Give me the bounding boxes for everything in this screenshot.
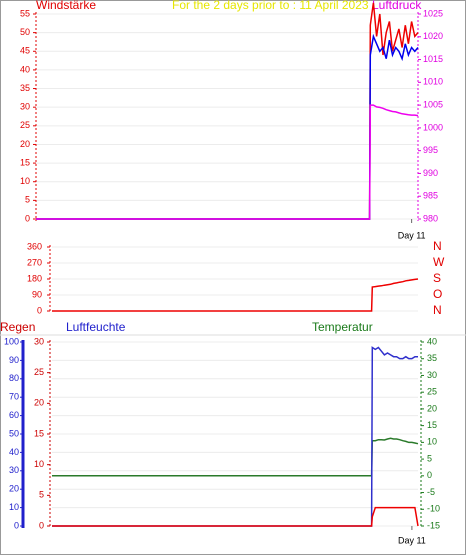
y-tick-label: 10 xyxy=(20,176,30,186)
y-tick-label: 1020 xyxy=(423,31,443,41)
y-tick-label: N xyxy=(433,303,442,317)
x-tick-label: Day 11 xyxy=(398,535,426,545)
y-tick-label: 0 xyxy=(37,305,42,315)
y-tick-label: 990 xyxy=(423,168,438,178)
y-tick-label: 25 xyxy=(427,387,437,397)
y-tick-label: 15 xyxy=(20,157,30,167)
y-tick-label: 40 xyxy=(9,447,19,457)
y-tick-label: N xyxy=(433,239,442,253)
y-tick-label: W xyxy=(433,255,445,269)
y-tick-label: 30 xyxy=(34,336,44,346)
y-tick-label: 0 xyxy=(25,213,30,223)
axis-title: Luftdruck xyxy=(372,0,422,12)
y-tick-label: 40 xyxy=(20,64,30,74)
y-tick-label: 60 xyxy=(9,410,19,420)
series-line xyxy=(36,33,419,220)
y-tick-label: 5 xyxy=(25,195,30,205)
y-tick-label: 30 xyxy=(9,465,19,475)
y-tick-label: 980 xyxy=(423,213,438,223)
y-tick-label: 35 xyxy=(20,83,30,93)
series-line xyxy=(52,437,419,477)
y-tick-label: 70 xyxy=(9,392,19,402)
y-tick-label: 15 xyxy=(427,420,437,430)
y-tick-label: 90 xyxy=(32,289,42,299)
axis-title: Luftfeuchte xyxy=(66,320,126,334)
series-line xyxy=(52,278,419,312)
series-line xyxy=(52,346,418,527)
x-tick-label: Day 11 xyxy=(398,230,426,240)
y-tick-label: 360 xyxy=(27,241,42,251)
y-tick-label: 40 xyxy=(427,336,437,346)
y-tick-label: 50 xyxy=(9,428,19,438)
y-tick-label: -5 xyxy=(427,487,435,497)
y-tick-label: 100 xyxy=(4,336,19,346)
y-tick-label: 20 xyxy=(20,139,30,149)
y-tick-label: 20 xyxy=(9,484,19,494)
y-tick-label: 45 xyxy=(20,46,30,56)
y-tick-label: 0 xyxy=(14,520,19,530)
y-tick-label: 50 xyxy=(20,27,30,37)
y-tick-label: 90 xyxy=(9,355,19,365)
y-tick-label: 0 xyxy=(39,520,44,530)
y-tick-label: 35 xyxy=(427,353,437,363)
series-line xyxy=(36,104,419,220)
y-tick-label: 25 xyxy=(20,120,30,130)
y-tick-label: 5 xyxy=(427,453,432,463)
y-tick-label: -10 xyxy=(427,504,440,514)
y-tick-label: 180 xyxy=(27,273,42,283)
y-tick-label: 270 xyxy=(27,257,42,267)
y-tick-label: S xyxy=(433,271,441,285)
y-tick-label: O xyxy=(433,287,442,301)
y-tick-label: 1010 xyxy=(423,77,443,87)
y-tick-label: 10 xyxy=(427,437,437,447)
y-tick-label: 20 xyxy=(427,403,437,413)
y-tick-label: 30 xyxy=(427,370,437,380)
y-tick-label: 1000 xyxy=(423,122,443,132)
y-tick-label: 1015 xyxy=(423,54,443,64)
y-tick-label: 30 xyxy=(20,102,30,112)
series-line xyxy=(52,506,419,527)
y-tick-label: -15 xyxy=(427,520,440,530)
series-line xyxy=(36,2,419,220)
y-tick-label: 10 xyxy=(9,502,19,512)
axis-title: Regen xyxy=(0,320,35,334)
axis-title: Temperatur xyxy=(312,320,373,334)
y-tick-label: 1005 xyxy=(423,99,443,109)
y-tick-label: 15 xyxy=(34,428,44,438)
y-tick-label: 20 xyxy=(34,398,44,408)
y-tick-label: 25 xyxy=(34,367,44,377)
y-tick-label: 0 xyxy=(427,470,432,480)
y-tick-label: 55 xyxy=(20,8,30,18)
y-tick-label: 80 xyxy=(9,373,19,383)
y-tick-label: 5 xyxy=(39,490,44,500)
axis-title: Windstärke xyxy=(36,0,96,12)
y-tick-label: 10 xyxy=(34,459,44,469)
y-tick-label: 995 xyxy=(423,145,438,155)
y-tick-label: 1025 xyxy=(423,8,443,18)
y-tick-label: 985 xyxy=(423,191,438,201)
chart-title: For the 2 days prior to : 11 April 2023 xyxy=(172,0,369,12)
